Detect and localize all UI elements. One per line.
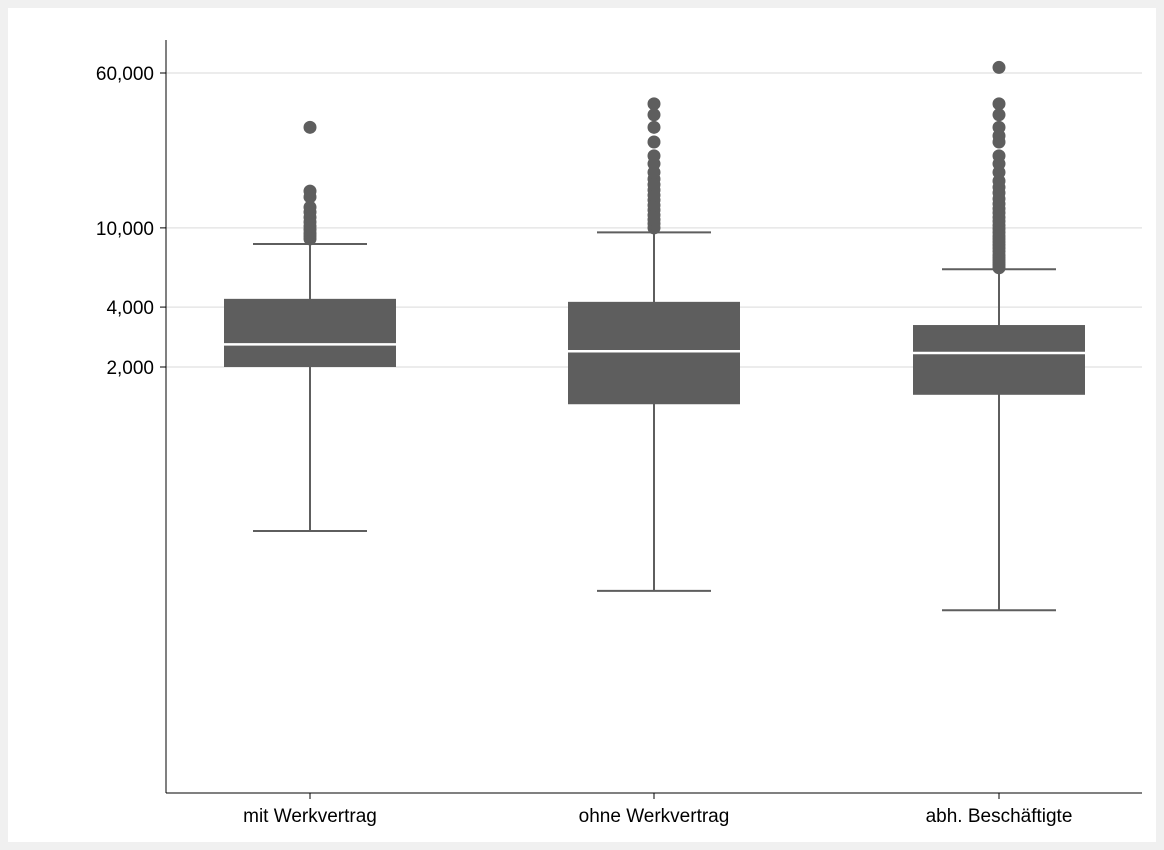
outlier-point bbox=[647, 97, 661, 111]
x-tick-label: mit Werkvertrag bbox=[243, 806, 377, 827]
x-tick-label: ohne Werkvertrag bbox=[579, 806, 730, 827]
x-tick-label: abh. Beschäftigte bbox=[926, 806, 1073, 827]
outlier-point bbox=[992, 120, 1006, 134]
y-tick-label: 60,000 bbox=[96, 64, 154, 85]
box-group bbox=[224, 120, 396, 532]
outlier-point bbox=[992, 60, 1006, 74]
outlier-point bbox=[992, 97, 1006, 111]
chart-background bbox=[8, 8, 1156, 842]
iqr-box bbox=[568, 301, 740, 405]
outlier-point bbox=[647, 120, 661, 134]
boxes bbox=[224, 60, 1085, 612]
outlier-point bbox=[303, 184, 317, 198]
y-tick-label: 2,000 bbox=[106, 358, 154, 379]
outlier-point bbox=[992, 149, 1006, 163]
outlier-point bbox=[647, 149, 661, 163]
iqr-box bbox=[913, 325, 1085, 395]
outlier-point bbox=[647, 108, 661, 122]
y-tick-label: 4,000 bbox=[106, 298, 154, 319]
outlier-point bbox=[992, 108, 1006, 122]
box-group bbox=[913, 60, 1085, 612]
outlier-point bbox=[303, 200, 317, 214]
outlier-point bbox=[303, 120, 317, 134]
axis-labels: 2,000 4,000 10,000 60,000 mit Werkvertrag ohn… bbox=[96, 64, 1073, 827]
y-tick-label: 10,000 bbox=[96, 219, 154, 240]
iqr-box bbox=[224, 298, 396, 367]
box-group bbox=[568, 97, 740, 592]
outlier-point bbox=[647, 135, 661, 149]
